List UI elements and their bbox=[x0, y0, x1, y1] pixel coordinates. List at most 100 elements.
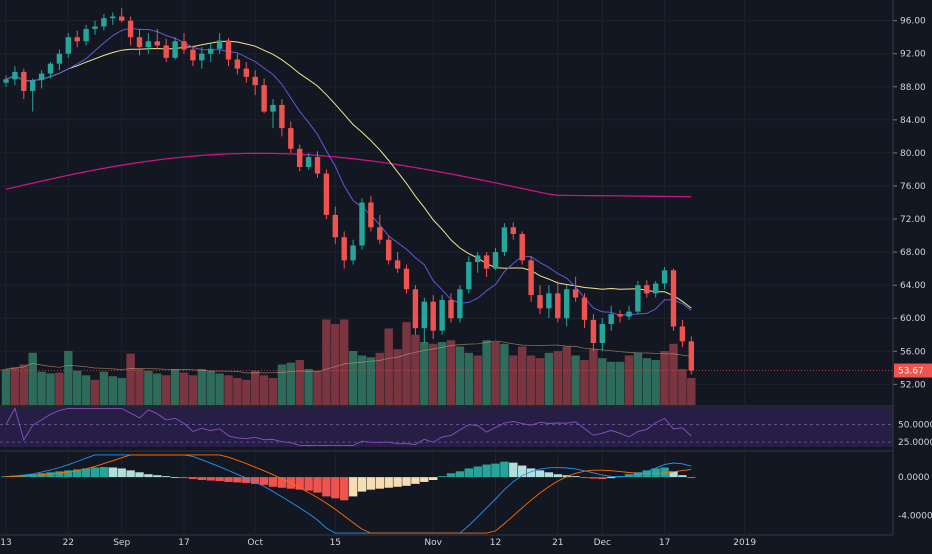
candle-body bbox=[127, 20, 134, 38]
volume-bar bbox=[304, 369, 313, 405]
macd-histogram-bar bbox=[144, 474, 153, 478]
candle-body bbox=[528, 260, 534, 296]
macd-histogram-bar bbox=[331, 477, 340, 499]
macd-histogram-bar bbox=[117, 468, 126, 478]
volume-bar bbox=[242, 379, 251, 405]
candle-body bbox=[412, 289, 419, 329]
candle-body bbox=[314, 157, 321, 174]
candle-body bbox=[56, 53, 63, 64]
volume-bar bbox=[90, 379, 100, 405]
macd-histogram-bar bbox=[393, 477, 402, 487]
volume-bar bbox=[589, 349, 598, 405]
candle bbox=[65, 33, 71, 58]
volume-bar bbox=[491, 342, 500, 405]
candle bbox=[661, 266, 668, 290]
macd-histogram-bar bbox=[153, 475, 162, 478]
macd-histogram-bar bbox=[660, 467, 669, 478]
volume-bars bbox=[1, 319, 696, 405]
rsi-pane[interactable] bbox=[0, 407, 893, 447]
candle bbox=[350, 239, 356, 265]
volume-bar bbox=[277, 364, 287, 405]
volume-bar bbox=[10, 367, 20, 405]
macd-histogram-bar bbox=[437, 476, 447, 478]
candle-body bbox=[323, 173, 330, 215]
volume-bar bbox=[402, 322, 411, 405]
macd-signal-line bbox=[5, 454, 692, 534]
price-tick-label: 56.00 bbox=[900, 347, 926, 357]
volume-bar bbox=[251, 370, 260, 405]
volume-average-line bbox=[5, 340, 692, 374]
candle-body bbox=[608, 314, 614, 324]
macd-histogram-bar bbox=[340, 477, 349, 501]
candle-body bbox=[225, 40, 232, 60]
macd-histogram-bar bbox=[259, 477, 269, 485]
macd-histogram-bar bbox=[73, 469, 82, 478]
volume-bar bbox=[170, 369, 180, 405]
volume-bar bbox=[482, 340, 491, 405]
candle bbox=[617, 309, 623, 323]
candle-body bbox=[190, 49, 196, 61]
price-tick-label: 64.00 bbox=[900, 281, 926, 291]
candle-body bbox=[546, 293, 552, 309]
candle-body bbox=[234, 59, 241, 69]
candle bbox=[421, 297, 427, 344]
volume-bar bbox=[624, 355, 634, 405]
candle-body bbox=[421, 301, 427, 329]
price-tick-label: 80.00 bbox=[900, 149, 926, 159]
volume-bar bbox=[331, 324, 340, 405]
candle-body bbox=[590, 319, 597, 344]
macd-histogram-bar bbox=[126, 470, 135, 478]
volume-bar bbox=[144, 370, 153, 405]
volume-bar bbox=[544, 352, 554, 405]
volume-bar bbox=[117, 378, 126, 405]
candle-body bbox=[341, 237, 347, 261]
volume-bar bbox=[206, 370, 215, 405]
macd-histogram-bar bbox=[420, 477, 429, 482]
candle-body bbox=[136, 37, 143, 48]
volume-bar bbox=[518, 346, 527, 405]
macd-histogram-bar bbox=[90, 467, 100, 478]
rsi-band bbox=[0, 407, 893, 447]
macd-histogram-bar bbox=[687, 477, 696, 479]
macd-pane[interactable] bbox=[1, 454, 696, 534]
candle bbox=[101, 14, 107, 31]
time-tick-label: 17 bbox=[178, 538, 189, 548]
macd-histogram-bar bbox=[571, 476, 580, 478]
candle-body bbox=[368, 202, 374, 228]
volume-bar bbox=[81, 375, 91, 405]
candle-body bbox=[466, 262, 472, 290]
time-tick-label: 12 bbox=[490, 538, 501, 548]
volume-bar bbox=[179, 372, 189, 405]
candle-body bbox=[252, 76, 258, 86]
volume-bar bbox=[375, 352, 384, 405]
macd-histogram-bar bbox=[188, 477, 198, 480]
volume-bar bbox=[135, 369, 144, 405]
volume-bar bbox=[322, 319, 331, 405]
price-candles[interactable] bbox=[3, 8, 694, 375]
candle-body bbox=[279, 104, 285, 129]
candle-body bbox=[47, 63, 54, 74]
candle-body bbox=[448, 300, 454, 319]
volume-bar bbox=[64, 351, 73, 405]
candle-body bbox=[581, 297, 588, 320]
volume-bar bbox=[313, 370, 322, 405]
candle-body bbox=[305, 157, 312, 167]
candle bbox=[483, 252, 490, 277]
candle-body bbox=[688, 341, 694, 371]
ma-slow-line bbox=[5, 152, 692, 198]
time-tick-label: Dec bbox=[594, 538, 611, 548]
macd-tick-label: 0.0000 bbox=[898, 473, 930, 483]
candle bbox=[3, 75, 9, 87]
candle-body bbox=[261, 85, 267, 112]
volume-bar bbox=[1, 369, 11, 405]
volume-bar bbox=[580, 360, 589, 405]
candle bbox=[546, 285, 552, 319]
macd-histogram-bar bbox=[402, 477, 411, 486]
volume-bar bbox=[37, 371, 46, 405]
candle bbox=[92, 20, 98, 35]
candle bbox=[163, 38, 169, 62]
candle bbox=[145, 33, 152, 54]
volume-bar bbox=[642, 358, 651, 405]
